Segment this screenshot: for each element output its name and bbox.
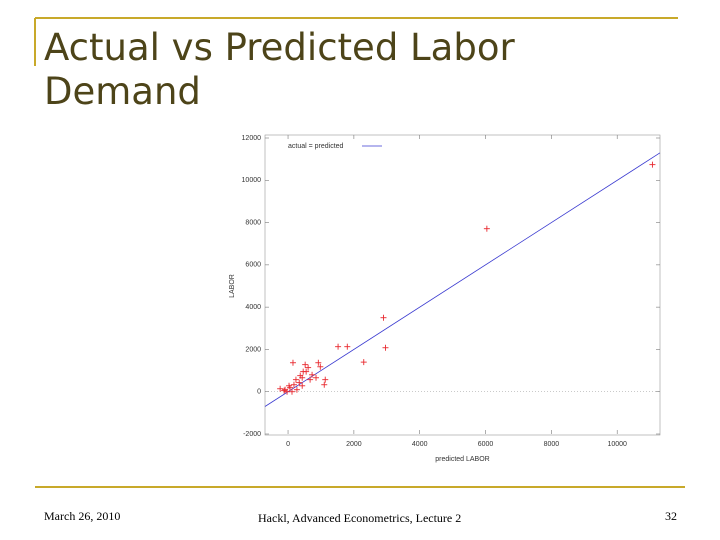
- x-tick-label: 10000: [607, 441, 627, 448]
- point: [309, 371, 316, 378]
- y-tick-label: 10000: [242, 177, 262, 184]
- point: [290, 381, 297, 388]
- point: [344, 343, 351, 350]
- y-axis-label: LABOR: [229, 274, 236, 298]
- x-axis-label: predicted LABOR: [435, 456, 489, 463]
- y-tick-label: 6000: [245, 262, 261, 269]
- point: [382, 344, 389, 351]
- point: [483, 225, 490, 232]
- x-tick-label: 6000: [478, 441, 494, 448]
- y-tick-label: 0: [257, 389, 261, 396]
- x-tick-label: 0: [286, 441, 290, 448]
- point: [299, 382, 306, 389]
- point: [649, 161, 656, 168]
- point: [307, 376, 314, 383]
- point: [322, 376, 329, 383]
- point: [305, 364, 312, 371]
- plot-frame: [264, 134, 661, 436]
- slide-title: Actual vs Predicted Labor Demand: [44, 26, 515, 113]
- point: [313, 374, 320, 381]
- x-tick-label: 4000: [412, 441, 428, 448]
- y-tick-label: -2000: [243, 431, 261, 438]
- point: [302, 361, 309, 368]
- point: [299, 374, 306, 381]
- point: [321, 381, 328, 388]
- point: [360, 359, 367, 366]
- point: [380, 314, 387, 321]
- point: [288, 388, 295, 395]
- point: [281, 387, 288, 394]
- point: [286, 382, 293, 389]
- point: [277, 385, 284, 392]
- point: [335, 343, 342, 350]
- point: [317, 363, 324, 370]
- point: [296, 379, 303, 386]
- point: [292, 376, 299, 383]
- y-tick-label: 4000: [245, 304, 261, 311]
- legend-label: actual = predicted: [288, 143, 344, 150]
- y-tick-label: 12000: [242, 135, 262, 142]
- line-series: [264, 152, 661, 407]
- footer-date: March 26, 2010: [44, 509, 121, 523]
- y-tick-label: 2000: [245, 346, 261, 353]
- point: [289, 359, 296, 366]
- footer-page: 32: [665, 509, 677, 523]
- footer-source: Hackl, Advanced Econometrics, Lecture 2: [258, 511, 462, 525]
- x-tick-label: 2000: [346, 441, 362, 448]
- point: [293, 386, 300, 393]
- point: [303, 368, 310, 375]
- x-tick-label: 8000: [544, 441, 560, 448]
- point: [315, 359, 322, 366]
- y-tick-label: 8000: [245, 219, 261, 226]
